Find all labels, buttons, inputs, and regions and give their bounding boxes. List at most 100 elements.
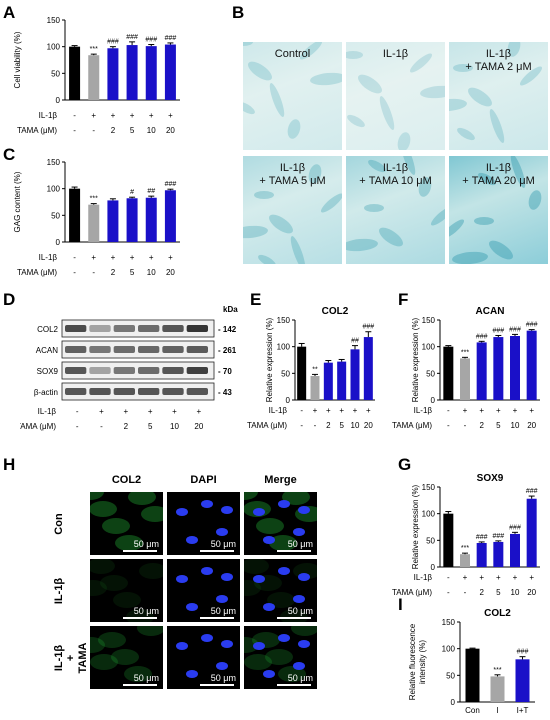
y-tick-label: 0	[56, 238, 61, 247]
significance-label: ###	[509, 326, 521, 333]
condition-cell: +	[99, 407, 104, 416]
y-tick-label: 50	[281, 369, 290, 378]
condition-cell: 10	[170, 422, 179, 431]
condition-cell: 2	[479, 421, 484, 430]
significance-label: ***	[90, 196, 98, 203]
significance-label: ###	[492, 533, 504, 540]
y-tick-label: 50	[446, 671, 455, 680]
condition-cell: 10	[351, 421, 360, 430]
y-tick-label: 100	[47, 43, 61, 52]
condition-row-label: TAMA (μM)	[17, 126, 57, 135]
blot-band	[89, 388, 111, 395]
scale-bar-label: 50 μm	[210, 606, 236, 616]
histology-grid: Control IL-1β IL-1β + TAMA 2 μM IL-1β + TAM…	[243, 42, 548, 264]
y-axis-label: Relative expression (%)	[411, 317, 420, 402]
blot-band	[138, 346, 160, 353]
scale-bar-label: 50 μm	[287, 606, 313, 616]
condition-row-label: TAMA (μM)	[392, 421, 432, 430]
significance-label: ###	[476, 534, 488, 541]
condition-row-label: TAMA (μM)	[17, 268, 57, 277]
significance-label: ###	[145, 37, 157, 44]
blot-band	[65, 367, 87, 374]
condition-cell: +	[339, 406, 344, 415]
histology-texture	[346, 156, 445, 252]
blot-band	[186, 325, 208, 332]
chart-a: 0 50 100 150 Cell viability (%) *** ### ### ### #…	[13, 16, 180, 135]
condition-cell: +	[313, 406, 318, 415]
condition-cell: +	[91, 111, 96, 120]
condition-cell: +	[529, 406, 534, 415]
condition-cell: 20	[527, 421, 536, 430]
histology-tile-label: IL-1β	[382, 48, 409, 60]
bar	[526, 330, 537, 400]
panel-label-i: I	[398, 595, 403, 614]
y-axis-label: intensity (%)	[418, 640, 427, 684]
condition-cell: +	[496, 406, 501, 415]
y-tick-label: 100	[422, 510, 436, 519]
y-tick-label: 150	[442, 618, 456, 627]
blot-band	[186, 367, 208, 374]
scale-bar	[200, 617, 234, 619]
fluorescence-column-label: COL2	[111, 474, 142, 486]
condition-cell: +	[529, 573, 534, 582]
kda-marker: - 261	[218, 346, 237, 355]
condition-cell: +	[91, 253, 96, 262]
blot-band	[113, 346, 135, 353]
condition-cell: 10	[511, 421, 520, 430]
condition-row-label: IL-1β	[38, 407, 57, 416]
condition-cell: 10	[147, 126, 156, 135]
significance-label: ##	[351, 338, 359, 345]
condition-cell: 5	[130, 268, 135, 277]
condition-cell: 20	[166, 268, 175, 277]
blot-band	[138, 388, 160, 395]
condition-cell: +	[513, 573, 518, 582]
condition-row-label: TAMA (μM)	[247, 421, 287, 430]
condition-cell: -	[100, 422, 103, 431]
condition-cell: +	[463, 406, 468, 415]
fluorescence-row-label: IL-1β + TAMA	[53, 642, 89, 673]
bar	[88, 204, 100, 242]
condition-cell: +	[463, 573, 468, 582]
significance-label: ###	[526, 322, 538, 329]
blot-band	[186, 388, 208, 395]
condition-row-label: IL-1β	[414, 406, 433, 415]
y-tick-label: 150	[47, 16, 61, 25]
blot-band	[89, 346, 111, 353]
condition-cell: +	[111, 253, 116, 262]
fluorescence-tile: 50 μm	[167, 559, 240, 622]
panel-label-h: H	[3, 455, 16, 474]
condition-cell: -	[73, 126, 76, 135]
significance-label: ###	[126, 34, 138, 41]
fluorescence-texture	[244, 626, 317, 682]
condition-cell: 10	[511, 588, 520, 597]
fluorescence-tile: 50 μm	[90, 492, 163, 555]
x-tick-label: Con	[465, 706, 480, 715]
bar	[443, 513, 454, 567]
condition-cell: -	[447, 406, 450, 415]
scale-bar	[123, 617, 157, 619]
fluorescence-tile: 50 μm	[244, 559, 317, 622]
condition-cell: -	[300, 406, 303, 415]
condition-cell: -	[447, 588, 450, 597]
panel-label-a: A	[3, 3, 16, 22]
bar	[323, 362, 333, 400]
condition-cell: -	[464, 421, 467, 430]
bar	[310, 376, 320, 400]
condition-cell: 5	[496, 588, 501, 597]
fluorescence-texture	[176, 634, 233, 678]
bar	[515, 659, 530, 702]
significance-label: ###	[362, 324, 374, 331]
bar	[443, 346, 454, 400]
condition-cell: 2	[124, 422, 129, 431]
condition-cell: +	[326, 406, 331, 415]
histology-tile-label: IL-1β + TAMA 2 μM	[465, 48, 532, 73]
condition-cell: +	[479, 406, 484, 415]
bar	[145, 46, 157, 100]
histology-tile: IL-1β + TAMA 5 μM	[243, 156, 342, 264]
y-axis-label: Cell viability (%)	[13, 31, 22, 88]
condition-cell: -	[76, 422, 79, 431]
condition-cell: +	[196, 407, 201, 416]
kda-marker: - 142	[218, 325, 237, 334]
